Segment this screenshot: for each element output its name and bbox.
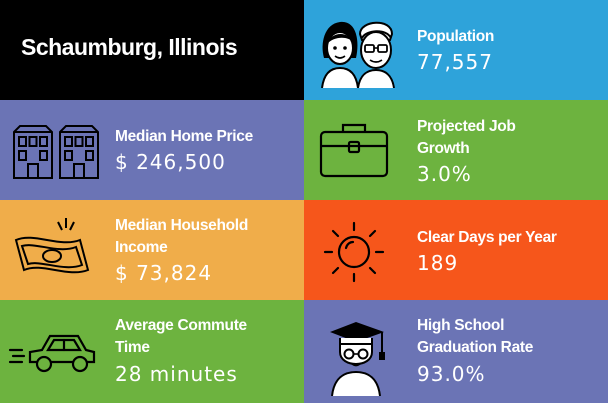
clear-days-label: Clear Days per Year [417,229,557,246]
title-tile: Schaumburg, Illinois [0,0,304,100]
job-growth-value: 3.0% [417,162,472,186]
income-tile: Median Household Income $ 73,824 [0,200,304,300]
job-growth-label-line1: Projected Job [417,118,516,135]
population-value: 77,557 [417,50,493,74]
page-title: Schaumburg, Illinois [21,34,238,60]
graduation-label-line2: Graduation Rate [417,339,534,356]
car-icon [8,334,96,373]
clear-days-tile: Clear Days per Year 189 [304,200,608,300]
job-growth-label-line2: Growth [417,140,470,157]
home-price-label: Median Home Price [115,128,253,145]
commute-label-line2: Time [115,339,150,356]
commute-label-line1: Average Commute [115,317,247,334]
income-label-line1: Median Household [115,217,248,234]
graduation-tile: High School Graduation Rate 93.0% [304,300,608,403]
houses-icon [13,125,99,179]
graduate-icon [330,322,385,396]
population-tile: Population 77,557 [304,0,608,100]
commute-value: 28 minutes [115,362,238,386]
population-label: Population [417,28,495,45]
clear-days-value: 189 [417,251,459,275]
home-price-tile: Median Home Price $ 246,500 [0,100,304,200]
briefcase-icon [319,123,389,178]
sun-icon [323,221,385,283]
income-label-line2: Income [115,239,168,256]
commute-tile: Average Commute Time 28 minutes [0,300,304,403]
graduation-value: 93.0% [417,362,486,386]
money-icon [14,218,90,274]
job-growth-tile: Projected Job Growth 3.0% [304,100,608,200]
people-icon [321,21,395,88]
home-price-value: $ 246,500 [115,150,226,174]
graduation-label-line1: High School [417,317,505,334]
income-value: $ 73,824 [115,261,213,285]
